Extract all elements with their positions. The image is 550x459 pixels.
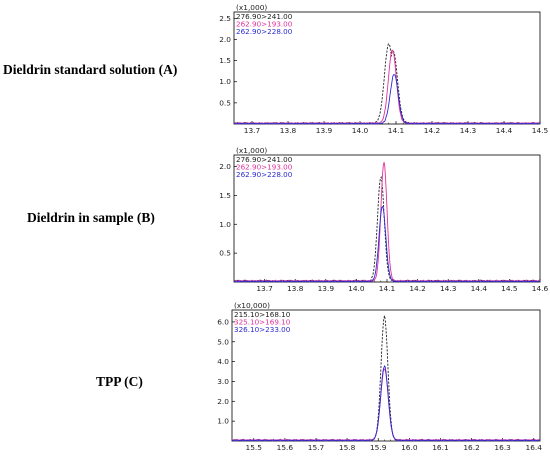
x-tick-label: 14.2 [424, 126, 440, 135]
x-tick-label: 16.0 [401, 443, 418, 452]
x-tick-label: 14.0 [348, 284, 365, 293]
y-tick-label: 2.0 [219, 35, 231, 44]
series-276.90>241.00 [233, 43, 541, 125]
x-tick-label: 14.4 [471, 284, 488, 293]
x-tick-label: 15.7 [308, 443, 325, 452]
x-tick-label: 14.0 [352, 126, 369, 135]
x-tick-label: 13.7 [256, 284, 273, 293]
series-276.90>241.00 [233, 176, 541, 283]
x-tick-label: 16.1 [432, 443, 449, 452]
y-tick-label: 5.0 [217, 337, 229, 346]
chart-a-frame [233, 11, 541, 125]
y-tick-label: 0.5 [219, 249, 231, 258]
legend-entry: 326.10>233.00 [234, 325, 291, 334]
y-tick-label: 1.0 [217, 417, 229, 426]
x-tick-label: 15.8 [339, 443, 356, 452]
chart-b-label: Dieldrin in sample (B) [27, 210, 155, 225]
y-tick-label: 2.0 [219, 162, 231, 171]
x-tick-label: 13.9 [316, 126, 333, 135]
legend-entry: 215.10>168.10 [234, 310, 291, 319]
y-tick-label: 3.0 [217, 377, 229, 386]
scale-label: (x10,000) [234, 301, 270, 310]
x-tick-label: 15.9 [370, 443, 387, 452]
y-tick-label: 6.0 [217, 317, 229, 326]
chart-a-label: Dieldrin standard solution (A) [3, 62, 178, 77]
series-262.90>193.00 [233, 162, 541, 283]
y-tick-label: 2.0 [217, 397, 229, 406]
x-tick-label: 13.9 [318, 284, 335, 293]
series-262.90>228.00 [233, 74, 541, 125]
legend-entry: 276.90>241.00 [236, 12, 293, 21]
y-tick-label: 1.0 [219, 77, 231, 86]
y-tick-label: 1.5 [219, 56, 231, 65]
chart-b: 0.5 1.0 1.5 2.0 13.7 13.8 13.9 14.0 14.1 14.2 14.3… [219, 146, 548, 293]
scale-label: (x1,000) [236, 3, 267, 12]
chart-c-label: TPP (C) [96, 374, 143, 389]
x-tick-label: 13.8 [287, 284, 304, 293]
legend-entry: 262.90>228.00 [236, 27, 293, 36]
legend-entry: 262.90>193.00 [236, 20, 293, 29]
legend-entry: 262.90>193.00 [236, 163, 293, 172]
x-tick-label: 15.5 [246, 443, 263, 452]
x-tick-label: 14.2 [409, 284, 425, 293]
chart-c: 1.0 2.0 3.0 4.0 5.0 6.0 15.5 15.6 15.7 15.8 15.9 16… [217, 301, 542, 452]
y-tick-label: 0.5 [219, 98, 231, 107]
legend-entry: 325.10>169.10 [234, 318, 291, 327]
y-tick-label: 4.0 [217, 357, 229, 366]
x-tick-label: 14.5 [501, 284, 518, 293]
y-tick-label: 2.5 [219, 14, 231, 23]
x-tick-label: 14.3 [460, 126, 477, 135]
x-tick-label: 15.6 [277, 443, 294, 452]
y-tick-label: 1.0 [219, 220, 231, 229]
legend-entry: 262.90>228.00 [236, 170, 293, 179]
legend-entry: 276.90>241.00 [236, 155, 293, 164]
x-tick-label: 13.8 [280, 126, 297, 135]
series-262.90>228.00 [234, 205, 541, 283]
x-tick-label: 16.2 [463, 443, 479, 452]
series-326.10>233.00 [232, 364, 541, 442]
x-tick-label: 14.1 [388, 126, 405, 135]
chart-a: 0.5 1.0 1.5 2.0 2.5 13.7 13.8 13.9 14.0 14.1 14.2 1… [219, 3, 548, 135]
chart-c-frame [231, 309, 541, 442]
x-tick-label: 16.4 [526, 443, 543, 452]
series-215.10>168.10 [231, 315, 541, 442]
scale-label: (x1,000) [236, 146, 267, 155]
x-tick-label: 14.5 [532, 126, 549, 135]
x-tick-label: 14.1 [379, 284, 396, 293]
x-tick-label: 13.7 [244, 126, 261, 135]
series-325.10>169.10 [231, 368, 541, 442]
x-tick-label: 16.3 [494, 443, 511, 452]
x-tick-label: 14.3 [440, 284, 457, 293]
x-tick-label: 14.4 [496, 126, 513, 135]
y-tick-label: 1.5 [219, 191, 231, 200]
x-tick-label: 14.6 [532, 284, 549, 293]
